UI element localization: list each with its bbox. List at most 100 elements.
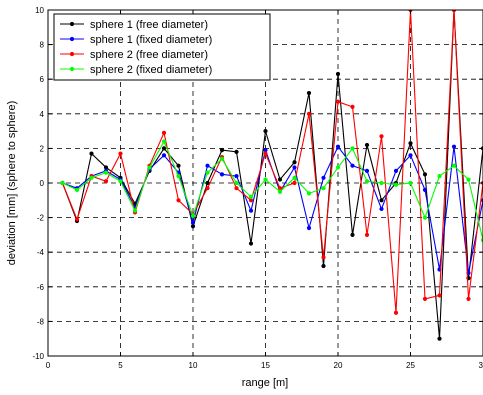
data-point <box>162 131 165 134</box>
data-point <box>365 233 368 236</box>
data-point <box>90 176 93 179</box>
data-point <box>249 242 252 245</box>
data-point <box>423 188 426 191</box>
data-point <box>191 221 194 224</box>
y-tick-label: 8 <box>40 41 45 50</box>
data-point <box>278 187 281 190</box>
data-point <box>235 181 238 184</box>
data-point <box>235 174 238 177</box>
data-point <box>336 100 339 103</box>
data-point <box>452 164 455 167</box>
data-point <box>380 199 383 202</box>
legend-entry-label: sphere 2 (free diameter) <box>90 49 208 61</box>
x-tick-label: 20 <box>334 361 343 370</box>
data-point <box>467 297 470 300</box>
data-point <box>394 311 397 314</box>
data-point <box>322 264 325 267</box>
legend-swatch-marker <box>70 37 73 40</box>
data-point <box>452 145 455 148</box>
data-point <box>220 173 223 176</box>
data-point <box>162 147 165 150</box>
data-point <box>249 195 252 198</box>
data-point <box>394 169 397 172</box>
data-point <box>322 176 325 179</box>
x-tick-label: 25 <box>406 361 415 370</box>
data-point <box>90 152 93 155</box>
data-point <box>351 164 354 167</box>
data-point <box>264 130 267 133</box>
data-point <box>336 166 339 169</box>
data-point <box>104 180 107 183</box>
data-point <box>206 171 209 174</box>
data-point <box>322 187 325 190</box>
data-point <box>220 149 223 152</box>
data-point <box>220 157 223 160</box>
data-point <box>104 171 107 174</box>
legend-swatch-marker <box>70 67 73 70</box>
data-point <box>365 143 368 146</box>
data-point <box>264 178 267 181</box>
data-point <box>409 181 412 184</box>
data-point <box>264 149 267 152</box>
x-tick-label: 10 <box>189 361 198 370</box>
data-point <box>293 166 296 169</box>
legend-swatch-marker <box>70 22 73 25</box>
legend: sphere 1 (free diameter)sphere 1 (fixed … <box>54 14 270 80</box>
data-point <box>307 112 310 115</box>
data-point <box>249 209 252 212</box>
data-point <box>336 72 339 75</box>
data-point <box>394 183 397 186</box>
data-point <box>206 164 209 167</box>
y-tick-label: 10 <box>35 6 44 15</box>
data-point <box>177 174 180 177</box>
data-point <box>104 166 107 169</box>
data-point <box>191 225 194 228</box>
data-point <box>249 199 252 202</box>
data-point <box>293 161 296 164</box>
y-tick-label: 4 <box>40 110 45 119</box>
legend-entry-label: sphere 2 (fixed diameter) <box>90 64 212 76</box>
data-point <box>235 187 238 190</box>
legend-entry-label: sphere 1 (fixed diameter) <box>90 34 212 46</box>
data-point <box>307 91 310 94</box>
data-point <box>307 226 310 229</box>
data-point <box>119 152 122 155</box>
y-tick-label: 6 <box>40 75 45 84</box>
data-point <box>438 174 441 177</box>
y-tick-label: -8 <box>37 317 45 326</box>
data-point <box>75 218 78 221</box>
data-point <box>438 337 441 340</box>
data-point <box>293 181 296 184</box>
data-point <box>351 105 354 108</box>
y-tick-label: 0 <box>40 179 45 188</box>
data-point <box>307 192 310 195</box>
data-point <box>351 147 354 150</box>
y-tick-label: -2 <box>37 214 45 223</box>
x-tick-label: 5 <box>118 361 123 370</box>
data-point <box>177 199 180 202</box>
data-point <box>365 169 368 172</box>
data-point <box>177 164 180 167</box>
data-point <box>380 135 383 138</box>
data-point <box>133 209 136 212</box>
data-point <box>293 176 296 179</box>
data-point <box>438 294 441 297</box>
x-axis-label: range [m] <box>242 377 288 389</box>
data-point <box>423 216 426 219</box>
data-point <box>365 180 368 183</box>
data-point <box>467 178 470 181</box>
legend-swatch-marker <box>70 52 73 55</box>
y-tick-label: -10 <box>32 352 44 361</box>
data-point <box>278 190 281 193</box>
data-point <box>278 178 281 181</box>
y-tick-label: 2 <box>40 144 45 153</box>
data-point <box>148 166 151 169</box>
data-point <box>162 140 165 143</box>
data-point <box>264 152 267 155</box>
data-point <box>322 256 325 259</box>
data-point <box>191 214 194 217</box>
data-point <box>61 181 64 184</box>
data-point <box>351 233 354 236</box>
data-point <box>336 145 339 148</box>
